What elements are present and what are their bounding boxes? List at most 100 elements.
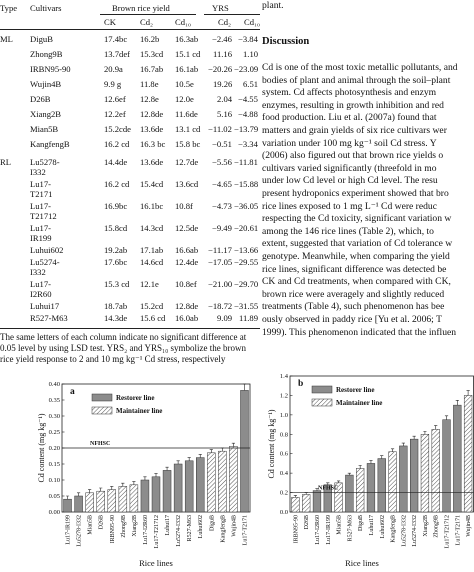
bar [302,494,311,513]
error-bar [466,390,470,396]
table-cell: 15.4cd [140,179,164,189]
legend-swatch [311,385,333,394]
error-bar [336,480,341,483]
text-line: system. Cd affects photosynthesis and en… [262,87,437,99]
error-bar [390,448,395,452]
y-axis-label: Cd content (mg kg⁻¹) [37,413,46,482]
x-tick-label: Lu17-I2R60 [315,515,321,545]
y-tick-label: 0.2 [280,490,288,497]
bar [291,497,300,513]
bar [218,450,227,513]
cultivar-name: Mian5B [30,124,59,134]
y-tick-label: 0.05 [49,493,60,500]
bar [85,492,94,513]
error-bar [220,447,224,452]
text-line: CK and Cd treatments, when compared with… [262,276,451,288]
y-tick-label: 0.4 [280,470,289,477]
rule [204,14,260,15]
table-cell: −5.56 [212,157,232,167]
header-cell: Cd₁₀ [175,17,192,27]
cultivar-name: Luhui17 [30,301,60,311]
x-axis-label: Rice lines [345,558,379,568]
bar [312,490,322,513]
table-cell: 10.8f [175,201,193,211]
bar [196,457,205,513]
x-tick-label: Lu5278-I332 [77,515,83,547]
table-cell: 13.6cd [175,179,199,189]
error-bar [412,435,416,440]
table-cell: 9.09 [217,313,233,323]
legend-label: Maintainer line [336,399,382,407]
panel-label: a [70,387,75,397]
bar [377,458,386,513]
bar [140,479,150,513]
bar [118,486,128,513]
header-cell: Cd₂ [140,17,154,27]
table-cell: 17.6bc [104,257,128,267]
table-cell: 12.8e [140,94,159,104]
text-line: variation under 100 mg kg⁻¹ soil Cd stre… [262,137,437,149]
cultivar-name: Lu17-I2R60 [30,279,52,299]
bar [162,470,172,513]
bar [334,482,343,513]
bar [107,489,116,513]
table-cell: −0.51 [212,139,232,149]
table-cell: 17.1ab [140,245,164,255]
table-cell: 13.1 cd [175,124,201,134]
table-footnote: The same letters of each column indicate… [0,332,247,364]
text-line: rice lines, significant difference was d… [262,263,447,275]
text-line: treatments (Table 4), such phenomenon ha… [262,301,445,313]
rule [100,14,196,15]
x-tick-label: D26B [99,515,105,529]
bar [129,484,139,513]
legend-label: Restorer line [116,394,154,402]
cultivar-name: Lu17-IR199 [30,223,52,243]
paragraph-end: plant. [262,0,284,11]
x-tick-label: IRBN95-90 [110,515,116,543]
table-cell: −17.05 [208,257,233,267]
table-cell: 6.51 [243,79,259,89]
error-bar [369,460,373,464]
error-bar [347,472,351,476]
error-bar [110,486,114,490]
table-cell: −31.55 [234,301,259,311]
header-cell: Cd₁₀ [244,17,261,27]
x-tick-label: Lu17-T21712 [445,515,451,548]
cultivar-name: Zhong9B [30,49,63,59]
table-cell: 20.9a [104,64,123,74]
table-cell: 10.8ef [175,279,197,289]
table-cell: −11.17 [208,245,232,255]
table-cell: −36.05 [234,201,259,211]
bar [173,463,183,513]
table-cell: −13.66 [234,245,259,255]
table-cell: 13.7def [104,49,131,59]
figure: 0.00 0.05 0.10 0.15 0.20 0.25 0.30 0.35 0.40 Cd c… [37,373,474,568]
y-tick-label: 0.10 [49,477,60,484]
table-cell: 15.3cd [140,49,164,59]
error-bar [132,481,136,485]
table-cell: 15.8 bc [175,139,201,149]
header-cell: CK [104,17,116,27]
table-cell: −4.55 [238,94,258,104]
header-cell: Cultivars [30,3,62,13]
table-cell: 16.3ab [175,34,199,44]
x-axis-label: Rice lines [139,558,173,568]
table-cell: −21.00 [208,279,233,289]
x-tick-label: Lu17-T2171 [242,515,248,545]
table-cell: −29.55 [234,257,259,267]
table-cell: −2.46 [212,34,232,44]
table-cell: 12.1e [140,279,159,289]
bar [431,429,440,513]
legend-swatch [91,406,113,415]
cultivar-name: Lu5278-I332 [30,157,60,177]
error-bar [76,492,81,496]
table-cell: 14.3cd [140,223,164,233]
y-tick-label: 0.20 [49,445,60,452]
table-cell: 14.4de [104,157,128,167]
x-tick-label: R527-M63 [347,515,353,541]
x-tick-label: R527-M63 [187,515,193,541]
table-cell: −13.79 [234,124,259,134]
cultivar-name: Lu17-T21712 [30,201,57,221]
bar [345,474,354,513]
